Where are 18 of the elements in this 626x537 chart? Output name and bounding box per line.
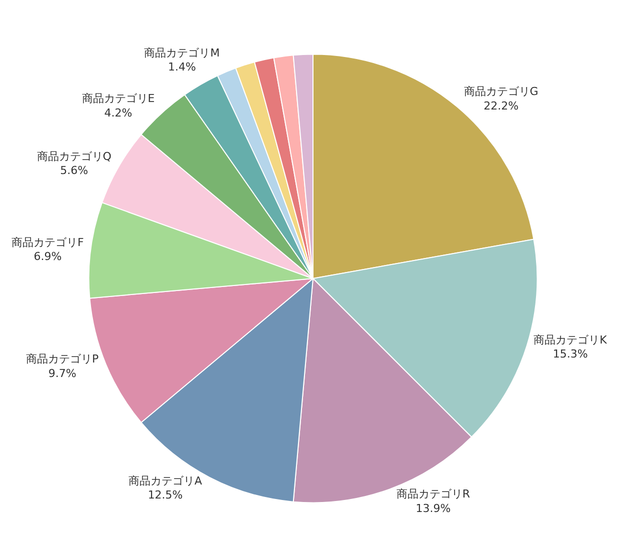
slice-label: 商品カテゴリR <box>396 488 470 501</box>
data-label: 13.9% <box>416 502 451 515</box>
data-label: 12.5% <box>148 488 183 502</box>
data-label: 1.4% <box>168 60 196 74</box>
data-label: 5.6% <box>60 164 88 178</box>
slice-label: 商品カテゴリF <box>12 236 84 249</box>
data-label: 6.9% <box>34 250 62 264</box>
data-label: 15.3% <box>552 348 588 361</box>
data-label: 4.2% <box>104 106 132 120</box>
data-label: 22.2% <box>484 99 519 112</box>
slice-label: 商品カテゴリQ <box>36 150 112 163</box>
data-label: 9.7% <box>48 366 76 380</box>
slice-label: 商品カテゴリP <box>26 352 100 366</box>
slice-label: 商品カテゴリK <box>534 333 608 346</box>
slice-label: 商品カテゴリA <box>128 474 203 488</box>
slice-label: 商品カテゴリE <box>82 92 155 106</box>
slice-label: 商品カテゴリG <box>464 84 538 98</box>
slice-label: 商品カテゴリM <box>144 46 220 60</box>
